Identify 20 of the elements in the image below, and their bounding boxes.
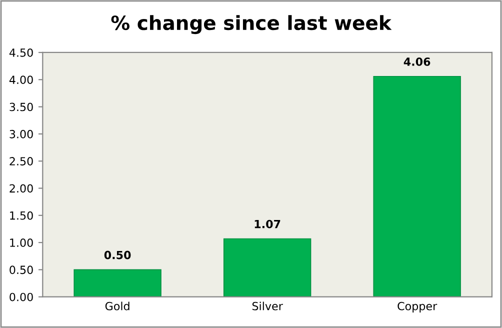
- x-tick-label: Silver: [252, 302, 283, 310]
- y-tick-label: 3.50: [10, 102, 33, 112]
- data-label: 0.50: [104, 250, 131, 260]
- y-tick-label: 4.00: [9, 76, 33, 84]
- x-tick-label: Copper: [398, 302, 438, 312]
- bar: [74, 269, 162, 297]
- data-label: 4.06: [404, 57, 430, 66]
- data-label: 1.07: [254, 220, 280, 228]
- y-tick-label: 2.00: [10, 184, 33, 193]
- y-tick-label: 1.00: [10, 238, 33, 247]
- x-tick-label: Gold: [105, 302, 130, 310]
- y-tick-label: 1.50: [10, 211, 33, 220]
- y-tick-label: 0.50: [10, 266, 33, 274]
- y-tick-label: 2.50: [10, 157, 33, 166]
- bar: [223, 238, 312, 297]
- chart-title: % change since last week: [111, 15, 392, 34]
- y-tick-label: 3.00: [10, 130, 33, 138]
- y-tick-label: 0.00: [10, 292, 33, 302]
- bar: [373, 76, 461, 297]
- y-tick-label: 4.50: [9, 48, 33, 57]
